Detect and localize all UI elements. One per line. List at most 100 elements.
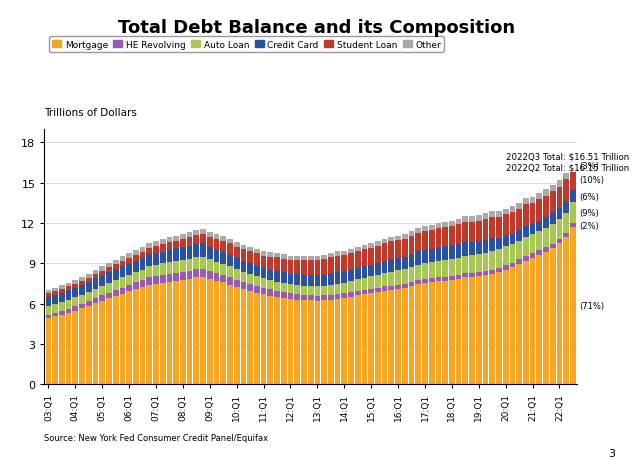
Bar bbox=[436, 224, 441, 229]
Bar bbox=[550, 249, 555, 384]
Bar bbox=[193, 244, 199, 257]
Bar bbox=[301, 300, 307, 384]
Bar bbox=[476, 216, 482, 221]
Bar bbox=[66, 313, 72, 384]
Text: Total Debt Balance and its Composition: Total Debt Balance and its Composition bbox=[119, 19, 515, 37]
Bar bbox=[79, 304, 85, 309]
Bar bbox=[227, 285, 233, 384]
Bar bbox=[436, 261, 441, 278]
Bar bbox=[449, 276, 455, 280]
Bar bbox=[268, 281, 273, 290]
Bar bbox=[153, 242, 159, 247]
Bar bbox=[281, 298, 287, 384]
Bar bbox=[469, 274, 475, 277]
Bar bbox=[476, 276, 482, 384]
Bar bbox=[314, 257, 320, 261]
Bar bbox=[187, 279, 193, 384]
Bar bbox=[301, 275, 307, 286]
Bar bbox=[254, 266, 260, 277]
Text: Trillions of Dollars: Trillions of Dollars bbox=[44, 108, 137, 118]
Bar bbox=[93, 270, 98, 274]
Bar bbox=[221, 264, 226, 275]
Bar bbox=[126, 258, 132, 264]
Bar bbox=[86, 274, 92, 278]
Bar bbox=[557, 187, 562, 208]
Bar bbox=[100, 296, 105, 301]
Bar bbox=[328, 295, 333, 300]
Bar bbox=[523, 257, 529, 261]
Bar bbox=[409, 237, 415, 255]
Bar bbox=[187, 259, 193, 271]
Bar bbox=[382, 287, 387, 291]
Bar bbox=[247, 252, 253, 263]
Bar bbox=[389, 237, 394, 242]
Text: (3%): (3%) bbox=[579, 161, 599, 170]
Bar bbox=[240, 261, 246, 272]
Bar bbox=[167, 263, 172, 274]
Bar bbox=[79, 295, 85, 304]
Bar bbox=[382, 244, 387, 261]
Bar bbox=[469, 256, 475, 274]
Bar bbox=[342, 298, 347, 384]
Bar bbox=[227, 278, 233, 285]
Text: 2022Q3 Total: $16.51 Trillion
2022Q2 Total: $16.15 Trillion: 2022Q3 Total: $16.51 Trillion 2022Q2 Tot… bbox=[506, 152, 629, 172]
Bar bbox=[550, 185, 555, 192]
Bar bbox=[314, 261, 320, 276]
Bar bbox=[66, 290, 72, 300]
Bar bbox=[348, 297, 354, 384]
Bar bbox=[146, 285, 152, 384]
Bar bbox=[167, 238, 172, 243]
Bar bbox=[496, 269, 501, 273]
Bar bbox=[187, 238, 193, 246]
Bar bbox=[281, 283, 287, 292]
Bar bbox=[395, 241, 401, 258]
Bar bbox=[214, 240, 219, 250]
Bar bbox=[268, 253, 273, 257]
Bar bbox=[207, 271, 212, 280]
Bar bbox=[59, 311, 65, 315]
Bar bbox=[436, 229, 441, 248]
Bar bbox=[456, 279, 462, 384]
Bar bbox=[361, 266, 367, 278]
Bar bbox=[93, 274, 98, 279]
Bar bbox=[395, 285, 401, 289]
Bar bbox=[234, 258, 240, 269]
Bar bbox=[436, 282, 441, 384]
Bar bbox=[429, 225, 434, 231]
Bar bbox=[409, 232, 415, 237]
Bar bbox=[570, 203, 576, 223]
Bar bbox=[443, 277, 448, 281]
Bar bbox=[342, 294, 347, 298]
Bar bbox=[456, 219, 462, 225]
Bar bbox=[543, 252, 549, 384]
Bar bbox=[100, 267, 105, 271]
Bar bbox=[355, 268, 361, 280]
Bar bbox=[247, 284, 253, 291]
Bar bbox=[415, 285, 421, 384]
Bar bbox=[46, 315, 51, 318]
Bar bbox=[510, 268, 515, 384]
Bar bbox=[274, 297, 280, 384]
Bar bbox=[368, 289, 374, 294]
Bar bbox=[516, 260, 522, 264]
Bar bbox=[523, 261, 529, 384]
Bar bbox=[429, 262, 434, 278]
Bar bbox=[221, 252, 226, 264]
Bar bbox=[342, 251, 347, 256]
Bar bbox=[564, 233, 569, 238]
Bar bbox=[180, 272, 186, 280]
Bar bbox=[496, 212, 501, 217]
Bar bbox=[86, 307, 92, 384]
Bar bbox=[133, 261, 139, 272]
Bar bbox=[294, 294, 300, 300]
Bar bbox=[516, 231, 522, 241]
Bar bbox=[355, 291, 361, 296]
Bar bbox=[106, 293, 112, 298]
Bar bbox=[52, 304, 58, 313]
Bar bbox=[557, 244, 562, 384]
Bar bbox=[254, 287, 260, 293]
Bar bbox=[247, 247, 253, 252]
Bar bbox=[328, 254, 333, 258]
Bar bbox=[436, 278, 441, 282]
Bar bbox=[126, 292, 132, 384]
